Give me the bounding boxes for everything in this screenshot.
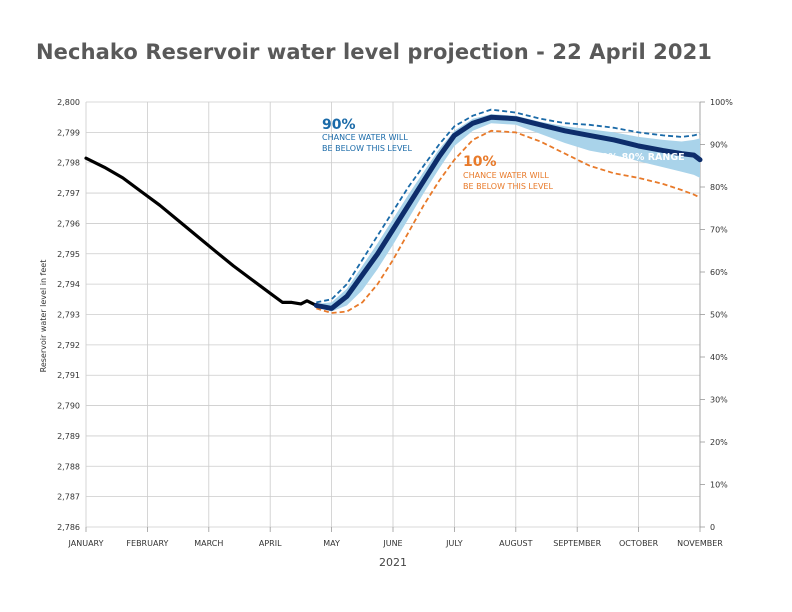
x-tick-label: OCTOBER [619, 539, 659, 548]
y-tick-label: 2,795 [57, 250, 80, 259]
p90-annotation-line1: CHANCE WATER WILL [322, 133, 408, 142]
y-tick-label: 2,799 [57, 128, 80, 137]
series-line-p10 [316, 129, 701, 314]
x-tick-label: APRIL [259, 539, 282, 548]
p90-annotation-percent: 90% [322, 117, 356, 133]
x-axis-title: 2021 [379, 556, 407, 569]
x-tick-label: MARCH [194, 539, 223, 548]
p10-annotation-percent: 10% [463, 154, 497, 170]
x-tick-label: JUNE [382, 539, 402, 548]
y-tick-label: 2,786 [57, 523, 80, 532]
right-tick-label: 0 [710, 523, 715, 532]
y-tick-label: 2,792 [57, 341, 80, 350]
right-tick-label: 70% [710, 226, 728, 235]
x-tick-label: SEPTEMBER [553, 539, 601, 548]
right-tick-label: 80% [710, 183, 728, 192]
p10-annotation-line2: BE BELOW THIS LEVEL [463, 182, 553, 191]
x-tick-label: NOVEMBER [677, 539, 723, 548]
y-tick-label: 2,800 [57, 98, 80, 107]
x-tick-label: FEBRUARY [126, 539, 168, 548]
y-tick-label: 2,798 [57, 159, 80, 168]
right-tick-label: 40% [710, 353, 728, 362]
p10-annotation-line1: CHANCE WATER WILL [463, 171, 549, 180]
right-tick-label: 30% [710, 396, 728, 405]
y-tick-label: 2,797 [57, 189, 80, 198]
y-tick-label: 2,793 [57, 311, 80, 320]
x-tick-label: AUGUST [499, 539, 532, 548]
p90-annotation-line2: BE BELOW THIS LEVEL [322, 144, 412, 153]
series-line-observed [84, 156, 318, 307]
y-tick-label: 2,796 [57, 219, 80, 228]
y-tick-label: 2,789 [57, 432, 80, 441]
right-axis-tick-labels: 100% 90% 80% 70% 60% 50% 40% 30% 20% 10% 0 [700, 98, 733, 532]
right-tick-label: 50% [710, 311, 728, 320]
range-annotation: 20%-80% RANGE [595, 152, 685, 163]
right-tick-label: 90% [710, 141, 728, 150]
y-tick-label: 2,794 [57, 280, 80, 289]
y-axis-tick-labels: 2,800 2,799 2,798 2,797 2,796 2,795 2,794 2,793… [57, 98, 80, 532]
chart-title: Nechako Reservoir water level projection… [36, 40, 713, 64]
right-tick-label: 20% [710, 438, 728, 447]
y-axis-label: Reservoir water level in feet [39, 260, 48, 373]
y-tick-label: 2,787 [57, 493, 80, 502]
series-line-median [313, 114, 703, 311]
y-tick-label: 2,788 [57, 462, 80, 471]
right-tick-label: 60% [710, 268, 728, 277]
range-band-20-80 [316, 114, 700, 312]
series-line-p90 [316, 108, 701, 304]
x-axis-tick-labels: JANUARY FEBRUARY MARCH APRIL MAY JUNE JULY AUGU… [68, 527, 723, 548]
x-tick-label: JANUARY [68, 539, 104, 548]
y-tick-label: 2,791 [57, 371, 80, 380]
grid-lines [85, 101, 701, 528]
x-tick-label: MAY [323, 539, 340, 548]
x-tick-label: JULY [445, 539, 463, 548]
right-tick-label: 100% [710, 98, 733, 107]
y-tick-label: 2,790 [57, 402, 80, 411]
right-tick-label: 10% [710, 481, 728, 490]
